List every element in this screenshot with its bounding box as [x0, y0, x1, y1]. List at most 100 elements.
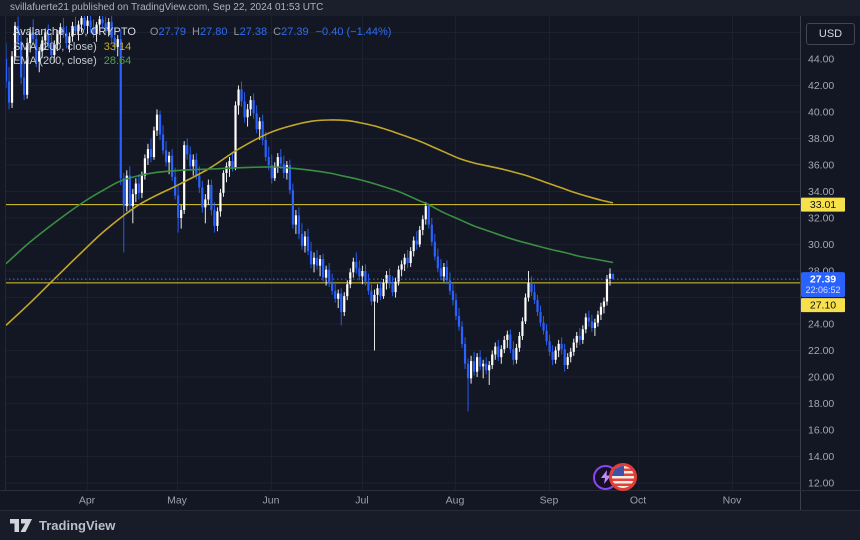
tradingview-logo-icon[interactable]: [10, 518, 32, 533]
month-label[interactable]: Nov: [723, 495, 742, 507]
candle: [524, 297, 527, 322]
candle: [476, 357, 479, 372]
price-tick-label[interactable]: 38.00: [808, 133, 834, 145]
candle: [593, 322, 596, 328]
candle: [406, 257, 409, 264]
price-tick-label[interactable]: 20.00: [808, 372, 834, 384]
price-tick-label[interactable]: 42.00: [808, 80, 834, 92]
candle: [572, 342, 575, 352]
candle: [249, 100, 252, 110]
candle: [536, 300, 539, 313]
candle: [267, 157, 270, 165]
candle: [246, 109, 249, 118]
candle: [110, 21, 113, 38]
month-label[interactable]: Jul: [355, 495, 368, 507]
price-tick-label[interactable]: 40.00: [808, 107, 834, 119]
candle: [355, 261, 358, 269]
publish-info-bar: svillafuerte21 published on TradingView.…: [0, 0, 860, 16]
month-label[interactable]: May: [167, 495, 188, 507]
candle: [149, 149, 153, 158]
sma-label[interactable]: SMA (200, close): [13, 40, 97, 53]
candle: [436, 256, 439, 269]
candle: [38, 51, 41, 62]
price-tick-label[interactable]: 24.00: [808, 319, 834, 331]
last-price-label: [801, 272, 845, 298]
candle: [167, 155, 171, 163]
candle: [485, 363, 488, 371]
time-axis: Apr May Jun Jul Aug Sep Oct Nov: [79, 495, 742, 507]
candle: [13, 25, 17, 57]
candle: [207, 184, 210, 200]
price-tick-label[interactable]: 16.00: [808, 425, 834, 437]
ema-value: 28.64: [103, 55, 132, 67]
candle: [497, 346, 500, 358]
candle: [364, 271, 367, 282]
symbol-title[interactable]: Avalanche, 1D, CRYPTO: [13, 26, 136, 38]
candle: [7, 81, 11, 103]
month-label[interactable]: Oct: [630, 495, 646, 507]
price-tick-label[interactable]: 30.00: [808, 239, 834, 251]
candle: [445, 267, 449, 281]
candle: [322, 259, 325, 278]
candle: [309, 251, 313, 265]
candle: [303, 236, 307, 246]
countdown-text: 22:06:52: [805, 285, 840, 295]
price-tick-label[interactable]: 22.00: [808, 345, 834, 357]
candle: [454, 300, 458, 317]
candle: [264, 139, 267, 158]
month-label[interactable]: Aug: [446, 495, 465, 507]
candle: [509, 334, 512, 350]
price-tick-label[interactable]: 32.00: [808, 213, 834, 225]
candle: [155, 114, 159, 131]
candle: [183, 145, 186, 211]
candle: [488, 365, 491, 371]
price-tick-label[interactable]: 44.00: [808, 54, 834, 66]
candle: [557, 343, 560, 351]
chart-stamps: [593, 463, 637, 491]
flag-canton: [612, 466, 625, 476]
candle: [47, 32, 50, 45]
candle: [512, 349, 515, 360]
candle: [491, 354, 494, 366]
candle: [16, 25, 20, 42]
candle: [394, 281, 397, 293]
candle: [198, 175, 201, 188]
candle: [421, 219, 424, 230]
candle: [403, 257, 406, 265]
sma-200-line: [5, 119, 614, 326]
candle: [312, 257, 316, 265]
candle: [533, 292, 536, 301]
footer-brand[interactable]: TradingView: [39, 518, 116, 533]
candle: [119, 39, 122, 179]
candle: [180, 210, 183, 218]
candle: [41, 40, 44, 52]
month-label[interactable]: Sep: [540, 495, 559, 507]
candle: [228, 161, 231, 167]
candle: [146, 149, 150, 159]
candle: [128, 175, 131, 207]
currency-toggle-button[interactable]: USD: [806, 23, 855, 45]
low-value: 27.38: [239, 26, 268, 38]
price-tick-label[interactable]: 36.00: [808, 160, 834, 172]
candle: [279, 157, 282, 164]
price-tick-label[interactable]: 34.00: [808, 186, 834, 198]
candle: [77, 24, 80, 32]
price-tick-label[interactable]: 18.00: [808, 398, 834, 410]
candle: [548, 341, 551, 352]
candle: [23, 77, 26, 95]
month-label[interactable]: Apr: [79, 495, 96, 507]
ema-label[interactable]: EMA (200, close): [13, 55, 97, 67]
price-tick-label[interactable]: 12.00: [808, 478, 834, 490]
legend-ema-row: EMA (200, close) 28.64: [13, 54, 391, 69]
candle: [237, 89, 240, 106]
month-label[interactable]: Jun: [263, 495, 280, 507]
price-tick-label[interactable]: 14.00: [808, 451, 834, 463]
candle: [479, 357, 482, 367]
candle: [331, 282, 334, 291]
candle: [125, 175, 128, 207]
candle: [29, 32, 32, 44]
candle: [409, 251, 412, 264]
candle: [442, 267, 445, 277]
candle: [231, 161, 234, 168]
